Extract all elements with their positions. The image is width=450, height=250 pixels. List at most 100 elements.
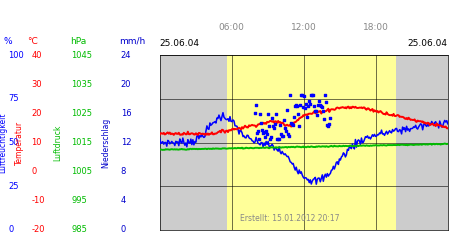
Text: 30: 30: [32, 80, 42, 89]
Text: 12:00: 12:00: [291, 23, 317, 32]
Text: Luftfeuchtigkeit: Luftfeuchtigkeit: [0, 112, 8, 173]
Point: [297, 103, 304, 107]
Point: [286, 134, 293, 138]
Point: [258, 128, 265, 132]
Text: -10: -10: [32, 196, 45, 205]
Point: [261, 135, 269, 139]
Text: 4: 4: [121, 196, 126, 205]
Point: [279, 134, 286, 138]
Text: Temperatur: Temperatur: [15, 120, 24, 164]
Point: [306, 102, 314, 106]
Point: [275, 137, 283, 141]
Point: [288, 121, 295, 125]
Point: [310, 104, 318, 108]
Point: [270, 124, 277, 128]
Point: [265, 112, 272, 116]
Text: 1005: 1005: [71, 167, 92, 176]
Point: [264, 132, 271, 136]
Point: [303, 102, 310, 106]
Point: [323, 100, 330, 104]
Text: Luftdruck: Luftdruck: [53, 124, 62, 161]
Text: 24: 24: [121, 50, 131, 59]
Text: 10: 10: [32, 138, 42, 147]
Text: 06:00: 06:00: [219, 23, 245, 32]
Text: 16: 16: [121, 109, 131, 118]
Point: [294, 104, 301, 108]
Point: [291, 115, 298, 119]
Point: [308, 93, 315, 97]
Text: 985: 985: [71, 226, 87, 234]
Point: [257, 120, 265, 124]
Point: [314, 113, 321, 117]
Text: 50: 50: [8, 138, 18, 147]
Point: [320, 109, 327, 113]
Text: 12: 12: [121, 138, 131, 147]
Point: [326, 122, 333, 126]
Text: 25.06.04: 25.06.04: [408, 39, 448, 48]
Text: 0: 0: [32, 167, 37, 176]
Text: 1035: 1035: [71, 80, 92, 89]
Point: [281, 118, 288, 122]
Point: [302, 106, 309, 110]
Point: [318, 104, 325, 108]
Point: [313, 109, 320, 113]
Point: [299, 93, 306, 97]
Point: [295, 112, 302, 116]
Point: [290, 123, 297, 127]
Point: [273, 112, 280, 116]
Point: [305, 104, 312, 108]
Text: 40: 40: [32, 50, 42, 59]
Point: [327, 116, 334, 120]
Point: [321, 117, 328, 121]
Point: [270, 126, 278, 130]
Text: Erstellt: 15.01.2012 20:17: Erstellt: 15.01.2012 20:17: [240, 214, 340, 223]
Text: 0: 0: [121, 226, 126, 234]
Point: [319, 105, 326, 109]
Point: [287, 93, 294, 97]
Point: [322, 93, 329, 97]
Text: mm/h: mm/h: [119, 37, 145, 46]
Point: [271, 122, 279, 126]
Text: 25: 25: [8, 182, 18, 191]
Point: [292, 104, 299, 108]
Point: [304, 115, 311, 119]
Point: [252, 110, 259, 114]
Point: [262, 129, 270, 133]
Text: hPa: hPa: [70, 37, 86, 46]
Text: 1015: 1015: [71, 138, 92, 147]
Point: [284, 132, 292, 136]
Text: 18:00: 18:00: [363, 23, 389, 32]
Point: [284, 108, 291, 112]
Text: 20: 20: [32, 109, 42, 118]
Point: [266, 124, 273, 128]
Point: [266, 137, 274, 141]
Point: [316, 99, 323, 103]
Text: -20: -20: [32, 226, 45, 234]
Point: [292, 103, 300, 107]
Point: [261, 130, 268, 134]
Point: [315, 103, 322, 107]
Point: [252, 103, 260, 107]
Point: [253, 131, 261, 135]
Text: °C: °C: [27, 37, 38, 46]
Text: 1025: 1025: [71, 109, 92, 118]
Text: 100: 100: [8, 50, 24, 59]
Text: 20: 20: [121, 80, 131, 89]
Point: [268, 135, 275, 139]
Point: [301, 94, 308, 98]
Text: Niederschlag: Niederschlag: [101, 118, 110, 168]
Point: [283, 129, 290, 133]
Point: [309, 93, 316, 97]
Point: [278, 132, 285, 136]
Text: 995: 995: [71, 196, 87, 205]
Point: [317, 103, 324, 107]
Point: [300, 106, 307, 110]
Point: [306, 99, 313, 103]
Point: [277, 123, 284, 127]
Point: [255, 129, 262, 133]
Text: %: %: [4, 37, 12, 46]
Point: [279, 134, 287, 138]
Point: [325, 124, 332, 128]
Point: [324, 122, 331, 126]
Text: 1045: 1045: [71, 50, 92, 59]
